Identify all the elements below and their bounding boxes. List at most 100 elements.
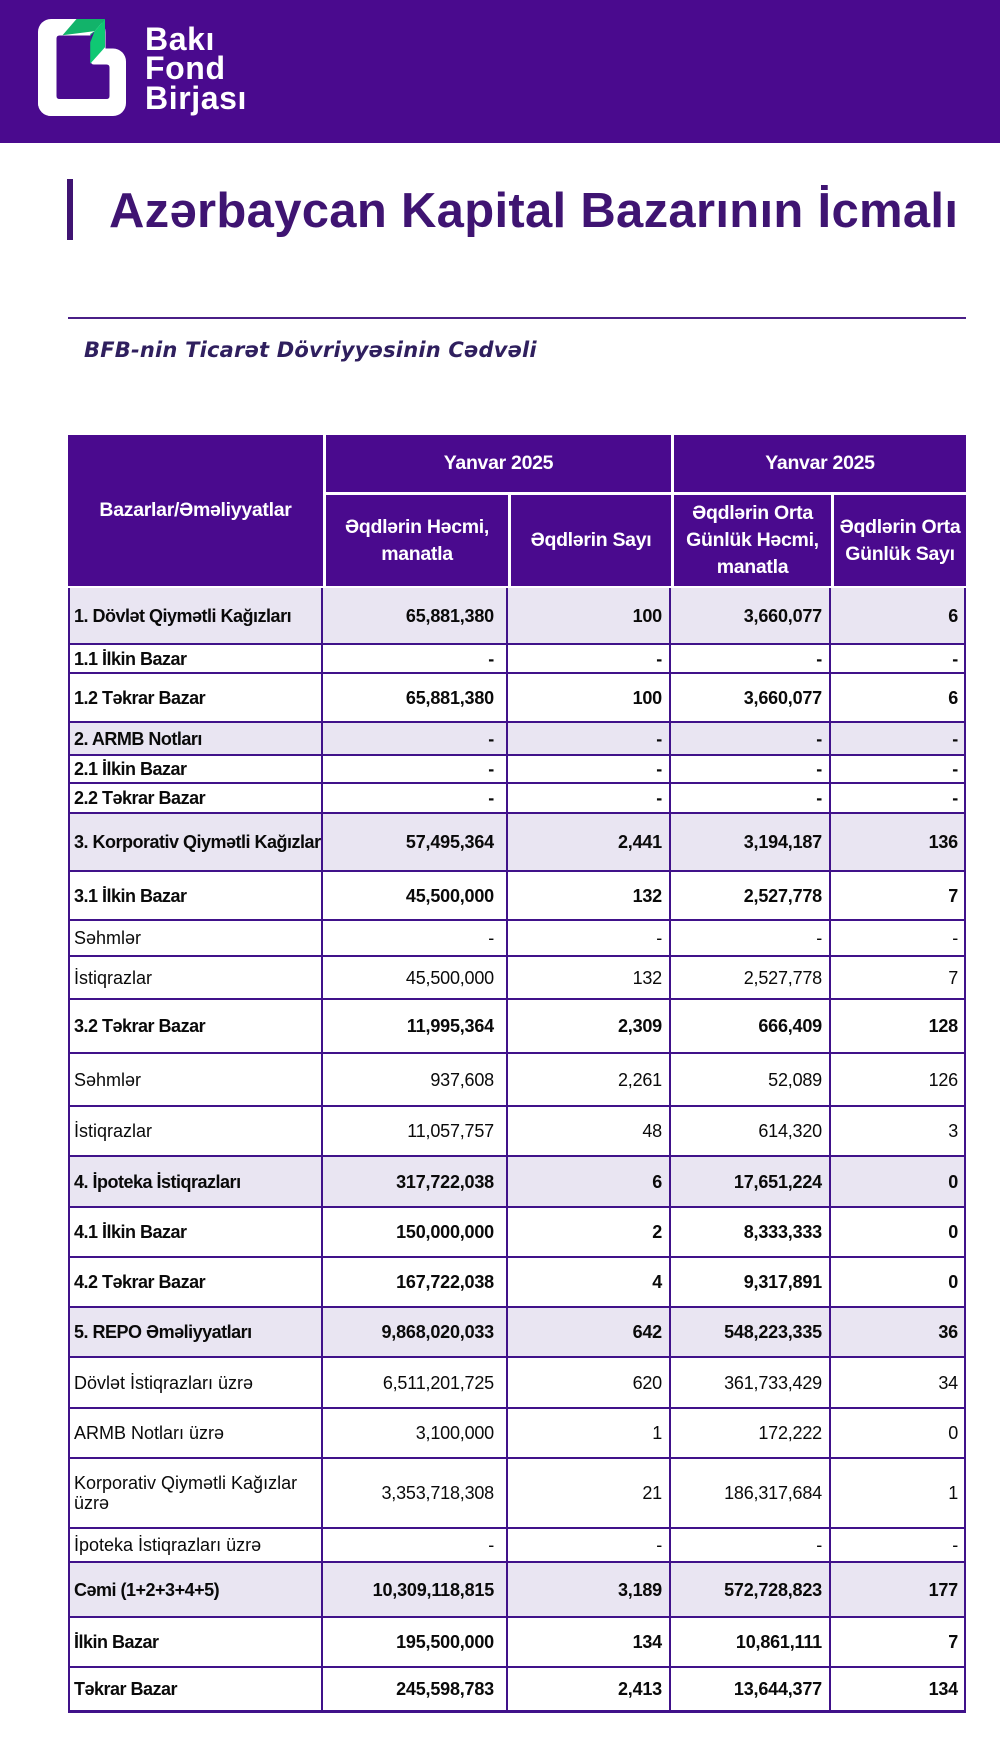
row-value: 172,222 <box>671 1409 831 1457</box>
column-header-cell: Əqdlərin Orta Günlük Sayı <box>839 515 961 565</box>
table-row: Səhmlər - - - - <box>70 921 964 957</box>
table-row: 5. REPO Əməliyyatları 9,868,020,033 642 548… <box>70 1308 964 1358</box>
row-value: 3,100,000 <box>323 1409 508 1457</box>
table-row: İlkin Bazar 195,500,000 134 10,861,111 7 <box>70 1618 964 1668</box>
row-label: 4.1 İlkin Bazar <box>70 1208 323 1256</box>
row-label: 3.1 İlkin Bazar <box>70 872 323 919</box>
row-label: 2.1 İlkin Bazar <box>70 756 323 782</box>
row-label: 1.2 Təkrar Bazar <box>70 674 323 721</box>
header-separator <box>671 435 674 586</box>
row-label: 1. Dövlət Qiymətli Kağızları <box>70 588 323 643</box>
row-value: 126 <box>928 1069 959 1090</box>
row-value: 134 <box>928 1679 959 1699</box>
header-band: Bakı Fond Birjası <box>0 0 1000 143</box>
row-value: 0 <box>948 1272 958 1292</box>
row-value: 7 <box>948 967 958 988</box>
row-value: 642 <box>508 1308 671 1356</box>
row-label: 1.1 İlkin Bazar <box>70 645 323 672</box>
row-value: - <box>671 1529 831 1561</box>
table-row: Dövlət İstiqrazları üzrə 6,511,201,725 620… <box>70 1358 964 1409</box>
row-value: 132 <box>508 957 671 998</box>
row-value: 100 <box>508 674 671 721</box>
table-body: 1. Dövlət Qiymətli Kağızları 65,881,380 10… <box>68 588 966 1713</box>
table-row: 3. Korporativ Qiymətli Kağızlar 57,495,36… <box>70 814 964 872</box>
row-value: - <box>508 756 671 782</box>
row-label: İstiqrazlar <box>70 1107 323 1155</box>
row-label: Təkrar Bazar <box>70 1668 323 1710</box>
row-value: 10,861,111 <box>671 1618 831 1666</box>
row-value: 177 <box>928 1579 959 1600</box>
row-value: 65,881,380 <box>323 674 508 721</box>
row-value: 9,868,020,033 <box>323 1308 508 1356</box>
row-label: İlkin Bazar <box>70 1618 323 1666</box>
header-separator <box>323 435 326 586</box>
table-row: 2.2 Təkrar Bazar - - - - <box>70 784 964 814</box>
header-gap <box>68 586 966 588</box>
table-row: 1. Dövlət Qiymətli Kağızları 65,881,380 10… <box>70 588 964 645</box>
row-value: 3,660,077 <box>671 588 831 643</box>
corner-header-cell: Bazarlar/Əməliyyatlar <box>99 499 292 521</box>
row-value: 1 <box>508 1409 671 1457</box>
row-value: 2 <box>508 1208 671 1256</box>
row-value: 2,441 <box>508 814 671 870</box>
horizontal-rule <box>68 317 966 319</box>
row-value: 9,317,891 <box>671 1258 831 1306</box>
row-value: 150,000,000 <box>323 1208 508 1256</box>
table-row: 3.2 Təkrar Bazar 11,995,364 2,309 666,409 12… <box>70 1000 964 1054</box>
row-value: 317,722,038 <box>323 1157 508 1206</box>
row-value: 57,495,364 <box>323 814 508 870</box>
row-value: - <box>952 648 958 669</box>
table-row: İstiqrazlar 45,500,000 132 2,527,778 7 <box>70 957 964 1000</box>
row-value: 186,317,684 <box>671 1459 831 1527</box>
column-header-cell: Əqdlərin Sayı <box>530 529 652 551</box>
group-header-cell: Yanvar 2025 <box>443 452 554 474</box>
row-value: 1 <box>948 1483 958 1503</box>
row-label: ARMB Notları üzrə <box>70 1409 323 1457</box>
row-value: 3,189 <box>508 1563 671 1616</box>
bfb-logo-icon <box>38 19 126 116</box>
row-value: 134 <box>508 1618 671 1666</box>
row-value: 195,500,000 <box>323 1618 508 1666</box>
row-label: 2. ARMB Notları <box>70 723 323 754</box>
row-value: - <box>952 759 958 779</box>
table-row: İstiqrazlar 11,057,757 48 614,320 3 <box>70 1107 964 1157</box>
row-value: 666,409 <box>671 1000 831 1052</box>
row-value: - <box>508 1529 671 1561</box>
table-row: 1.1 İlkin Bazar - - - - <box>70 645 964 674</box>
row-value: - <box>508 723 671 754</box>
row-value: 48 <box>508 1107 671 1155</box>
row-value: - <box>323 784 508 812</box>
row-value: 10,309,118,815 <box>323 1563 508 1616</box>
table-row: 3.1 İlkin Bazar 45,500,000 132 2,527,778 7 <box>70 872 964 921</box>
table-row: 2. ARMB Notları - - - - <box>70 723 964 756</box>
row-value: 136 <box>928 832 959 852</box>
row-label: 4.2 Təkrar Bazar <box>70 1258 323 1306</box>
table-row: 4. İpoteka İstiqrazları 317,722,038 6 17,65… <box>70 1157 964 1208</box>
row-value: 11,057,757 <box>323 1107 508 1155</box>
row-value: - <box>952 928 958 948</box>
header-separator <box>326 492 966 495</box>
row-value: 361,733,429 <box>671 1358 831 1407</box>
row-value: - <box>508 645 671 672</box>
row-value: 620 <box>508 1358 671 1407</box>
row-value: 3,660,077 <box>671 674 831 721</box>
row-value: - <box>671 645 831 672</box>
row-value: 0 <box>948 1222 958 1242</box>
table-row: Cəmi (1+2+3+4+5) 10,309,118,815 3,189 572,7… <box>70 1563 964 1618</box>
row-value: 572,728,823 <box>671 1563 831 1616</box>
row-value: - <box>323 1529 508 1561</box>
row-value: 2,309 <box>508 1000 671 1052</box>
table-row: 4.2 Təkrar Bazar 167,722,038 4 9,317,891 0 <box>70 1258 964 1308</box>
row-value: 2,527,778 <box>671 957 831 998</box>
row-label: Dövlət İstiqrazları üzrə <box>70 1358 323 1407</box>
row-label: Korporativ Qiymətli Kağızlar üzrə <box>70 1459 323 1527</box>
row-label: Səhmlər <box>70 1054 323 1105</box>
row-value: - <box>323 645 508 672</box>
row-value: 3 <box>948 1121 958 1141</box>
row-value: 2,261 <box>508 1054 671 1105</box>
row-label: 4. İpoteka İstiqrazları <box>70 1157 323 1206</box>
row-value: - <box>323 723 508 754</box>
row-value: 65,881,380 <box>323 588 508 643</box>
row-label: 5. REPO Əməliyyatları <box>70 1308 323 1356</box>
row-value: 3,194,187 <box>671 814 831 870</box>
